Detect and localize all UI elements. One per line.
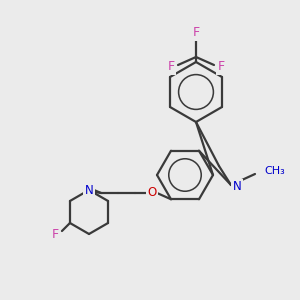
Text: F: F	[167, 61, 175, 74]
Text: N: N	[85, 184, 93, 196]
Text: F: F	[218, 61, 225, 74]
Text: F: F	[51, 229, 58, 242]
Text: N: N	[232, 181, 242, 194]
Text: N: N	[85, 184, 93, 196]
Text: F: F	[192, 26, 200, 40]
Text: CH₃: CH₃	[264, 166, 285, 176]
Text: O: O	[147, 187, 157, 200]
